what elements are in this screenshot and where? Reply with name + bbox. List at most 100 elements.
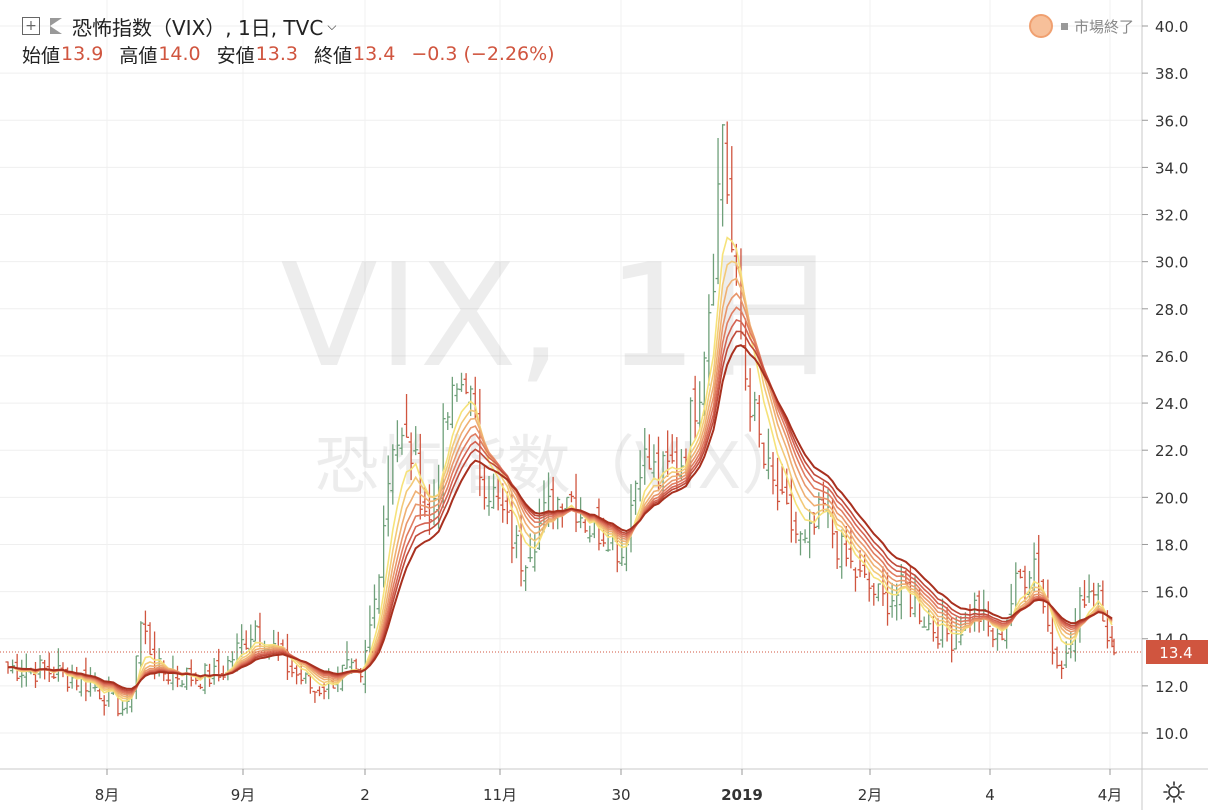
ohlc-bar	[568, 491, 574, 503]
ohlc-bar	[710, 253, 716, 306]
y-tick-label: 28.0	[1155, 301, 1188, 319]
ohlc-bar	[523, 565, 529, 591]
ohlc-bar	[857, 550, 863, 578]
ohlc-bar	[394, 420, 400, 463]
ohlc-bar	[875, 583, 881, 602]
ohlc-bar	[720, 124, 726, 227]
ohlc-bar	[184, 667, 190, 690]
ohlc-bar	[852, 567, 858, 592]
ohlc-bar	[46, 652, 52, 682]
y-tick-label: 36.0	[1155, 112, 1188, 130]
ohlc-bar	[990, 628, 996, 648]
ohlc-bar	[972, 592, 978, 632]
y-tick-label: 16.0	[1155, 584, 1188, 602]
close-value: 13.4	[353, 43, 396, 65]
ohlc-bar	[1063, 641, 1069, 669]
ohlc-bar	[504, 491, 510, 525]
ma-ribbon	[7, 236, 1113, 702]
ohlc-bar	[385, 455, 391, 537]
ohlc-bar	[225, 655, 231, 681]
watermark-description: 恐怖指数（VIX）	[315, 430, 806, 504]
ohlc-bar	[197, 683, 203, 690]
ohlc-bar	[252, 620, 258, 642]
y-tick-label: 24.0	[1155, 395, 1188, 413]
ohlc-bar	[1049, 616, 1055, 665]
symbol-title[interactable]: 恐怖指数（VIX）, 1日, TVC	[72, 15, 324, 40]
close-label: 終値	[313, 44, 352, 67]
ohlc-bar	[239, 624, 245, 657]
ohlc-bar	[289, 658, 295, 678]
ohlc-bar	[495, 478, 501, 511]
ohlc-bar	[729, 146, 735, 253]
time-axis[interactable]: 8月 9月 2 11月 30 2019 2月 4 4月	[95, 769, 1123, 804]
ohlc-bar	[344, 641, 350, 670]
ohlc-bar	[445, 412, 451, 431]
market-status-icon[interactable]	[1028, 14, 1053, 38]
ohlc-bar	[793, 511, 799, 544]
ohlc-bar	[101, 695, 107, 716]
ohlc-bar	[646, 434, 652, 470]
ohlc-bar	[770, 452, 776, 495]
y-tick-label: 20.0	[1155, 489, 1188, 507]
ohlc-bar	[463, 373, 469, 395]
ohlc-bar	[413, 426, 419, 456]
ohlc-bar	[697, 381, 703, 429]
y-tick-label: 32.0	[1155, 207, 1188, 225]
x-tick-label: 9月	[231, 786, 256, 804]
ohlc-bar	[802, 529, 808, 544]
ohlc-bar	[633, 480, 639, 515]
ohlc-bar	[898, 564, 904, 620]
ohlc-bar	[481, 465, 487, 510]
low-value: 13.3	[255, 43, 298, 65]
ohlc-bar	[1054, 646, 1060, 669]
ohlc-bar	[408, 432, 414, 481]
ohlc-bar	[404, 394, 410, 438]
ohlc-bar	[921, 616, 927, 628]
last-price-label: 13.4	[1146, 640, 1208, 664]
ohlc-bar	[1086, 574, 1092, 603]
ohlc-bar	[669, 434, 675, 464]
low-label: 安値	[216, 44, 255, 67]
ohlc-bar	[298, 663, 304, 685]
ohlc-bar	[775, 457, 781, 511]
ohlc-bar	[202, 663, 208, 695]
ma-line	[7, 344, 1113, 690]
market-status[interactable]: 市場終了	[1028, 14, 1134, 38]
ohlc-bar	[797, 531, 803, 556]
ohlc-bar	[761, 442, 767, 469]
y-tick-label: 22.0	[1155, 442, 1188, 460]
y-tick-label: 10.0	[1155, 725, 1188, 743]
status-square-icon	[1060, 22, 1068, 30]
ohlc-bar	[211, 657, 217, 685]
ohlc-bar	[706, 294, 712, 386]
ohlc-bar	[174, 665, 180, 688]
ohlc-bar	[147, 622, 153, 656]
chevron-down-icon[interactable]: ⌵	[327, 18, 337, 33]
ohlc-bar	[692, 375, 698, 439]
flag-icon[interactable]	[50, 18, 62, 34]
ohlc-bar	[935, 618, 941, 649]
ohlc-bar	[976, 590, 982, 633]
ohlc-bar	[317, 686, 323, 697]
x-tick-label: 2019	[721, 786, 763, 804]
open-label: 始値	[22, 44, 61, 67]
ohlc-bar	[303, 672, 309, 684]
add-icon[interactable]: +	[22, 17, 40, 35]
ohlc-bar	[513, 525, 519, 559]
ohlc-bar	[312, 690, 318, 703]
x-tick-label: 4月	[1098, 786, 1123, 804]
settings-icon[interactable]	[1162, 780, 1186, 804]
x-tick-label: 11月	[483, 786, 517, 804]
ohlc-bar	[642, 427, 648, 485]
market-status-text: 市場終了	[1073, 17, 1134, 36]
ohlc-bar	[188, 659, 194, 687]
x-tick-label: 2	[360, 786, 370, 804]
ohlc-bar	[651, 444, 657, 480]
price-axis[interactable]: 10.012.014.016.018.020.022.024.026.028.0…	[1142, 18, 1188, 743]
ohlc-bar	[509, 491, 515, 564]
ohlc-bar	[637, 450, 643, 502]
y-tick-label: 26.0	[1155, 348, 1188, 366]
ohlc-bar	[788, 477, 794, 543]
ohlc-bar	[55, 648, 61, 682]
